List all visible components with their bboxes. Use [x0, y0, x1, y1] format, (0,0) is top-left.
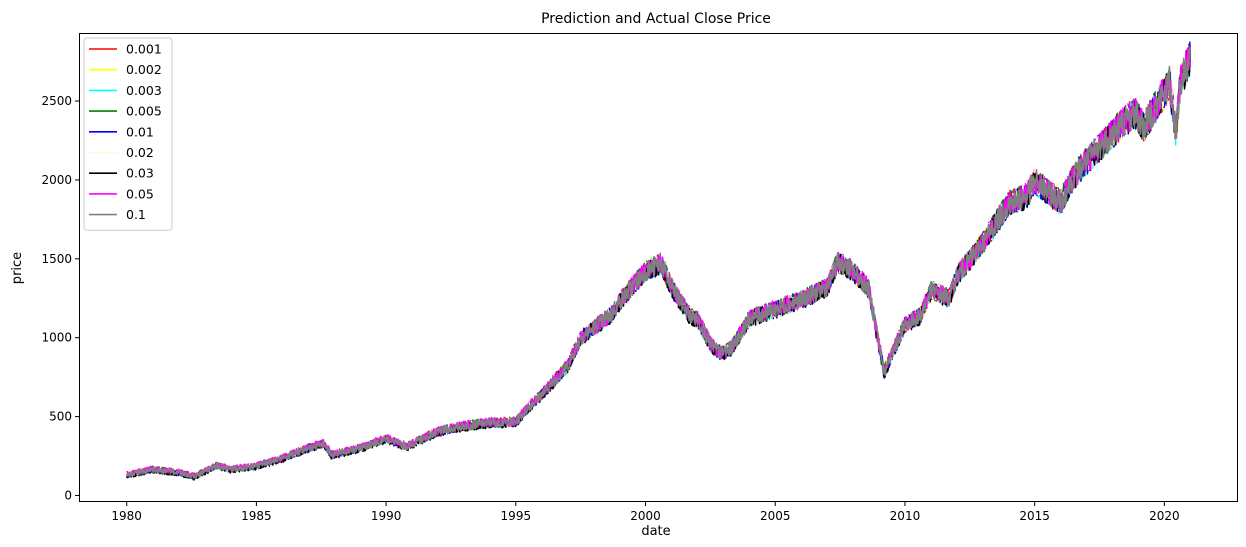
x-tick-label: 2005: [760, 509, 791, 523]
chart-title: Prediction and Actual Close Price: [541, 11, 771, 27]
plot-frame: [79, 33, 1238, 502]
legend-label: 0.02: [126, 145, 154, 160]
y-tick-label: 0: [64, 488, 72, 502]
y-axis-label: price: [10, 252, 25, 284]
legend-label: 0.001: [126, 42, 162, 57]
series-line-0-1: [126, 46, 1191, 479]
x-tick-label: 1985: [241, 509, 272, 523]
legend-label: 0.03: [126, 166, 154, 181]
y-tick-label: 2000: [41, 173, 72, 187]
x-tick-label: 1995: [501, 509, 532, 523]
legend-box: [83, 37, 173, 231]
x-tick-label: 1980: [111, 509, 142, 523]
legend-label: 0.005: [126, 104, 162, 119]
y-tick-label: 2500: [41, 94, 72, 108]
y-tick-label: 1500: [41, 252, 72, 266]
y-tick-label: 500: [49, 410, 72, 424]
legend-label: 0.002: [126, 62, 162, 77]
legend-label: 0.05: [126, 186, 154, 201]
x-tick-label: 2000: [630, 509, 661, 523]
legend-label: 0.1: [126, 207, 146, 222]
x-tick-label: 2015: [1019, 509, 1050, 523]
legend-label: 0.003: [126, 83, 162, 98]
legend-label: 0.01: [126, 124, 154, 139]
axis-layer: 1980 1985 1990 1995 2000 2005 2010 2015 2020 0 500…: [41, 94, 1179, 523]
x-tick-label: 1990: [371, 509, 402, 523]
x-tick-label: 2010: [890, 509, 921, 523]
x-tick-label: 2020: [1149, 509, 1180, 523]
series-layer: [126, 41, 1191, 481]
legend: 0.001 0.002 0.003 0.005 0.01 0.02 0.03 0.05 0.1: [83, 37, 173, 231]
x-axis-label: date: [641, 524, 670, 539]
y-tick-label: 1000: [41, 331, 72, 345]
